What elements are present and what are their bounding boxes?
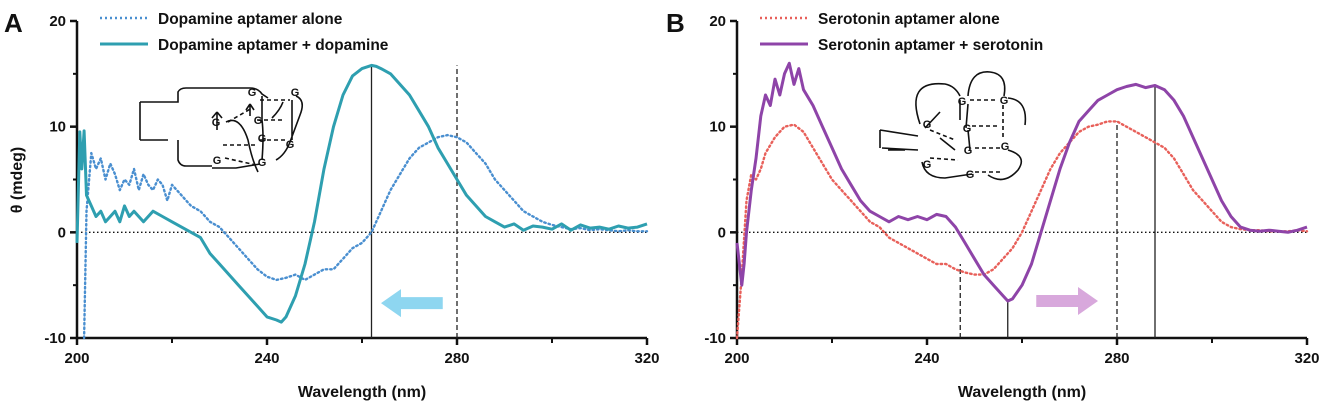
y-tick-label: 10 bbox=[49, 119, 66, 136]
g-nucleotide-label: G bbox=[966, 169, 975, 181]
panel-a-y-ticks: -10 0 10 20 bbox=[44, 13, 77, 347]
panel-a-label: A bbox=[4, 8, 23, 38]
dopamine-aptamer-structure-diagram bbox=[139, 87, 304, 173]
g-nucleotide-label: G bbox=[286, 139, 295, 151]
x-tick-label: 240 bbox=[914, 350, 939, 367]
y-tick-label: 10 bbox=[709, 119, 726, 136]
g-nucleotide-label: G bbox=[248, 87, 257, 99]
series-line-2 bbox=[75, 63, 648, 324]
legend-serotonin-alone: Serotonin aptamer alone bbox=[818, 11, 1000, 28]
series-line-1 bbox=[735, 120, 1309, 340]
panel-b-plot-area bbox=[735, 61, 1309, 340]
x-tick-label: 240 bbox=[254, 350, 279, 367]
x-tick-label: 280 bbox=[444, 350, 469, 367]
x-tick-label: 200 bbox=[724, 350, 749, 367]
g-nucleotide-label: G bbox=[254, 115, 263, 127]
g-nucleotide-label: G bbox=[291, 87, 300, 99]
panel-a-x-axis-label: Wavelength (nm) bbox=[298, 384, 426, 401]
panel-b-y-ticks: -10 0 10 20 bbox=[704, 13, 737, 347]
g-nucleotide-label: G bbox=[258, 157, 267, 169]
y-tick-label: 0 bbox=[718, 224, 726, 241]
g-nucleotide-label: G bbox=[213, 155, 222, 167]
g-nucleotide-label: G bbox=[963, 123, 972, 135]
legend-dopamine-alone: Dopamine aptamer alone bbox=[158, 11, 343, 28]
panel-a-y-axis-label: θ (mdeg) bbox=[9, 147, 26, 213]
g-nucleotide-label: G bbox=[958, 96, 967, 108]
y-tick-label: 20 bbox=[49, 13, 66, 30]
panel-b-x-axis-label: Wavelength (nm) bbox=[958, 384, 1086, 401]
shift-arrow bbox=[1036, 287, 1098, 316]
g-nucleotide-label: G bbox=[212, 117, 221, 129]
y-tick-label: 0 bbox=[58, 224, 66, 241]
y-tick-label: -10 bbox=[44, 330, 66, 347]
g-nucleotide-label: G bbox=[923, 159, 932, 171]
g-nucleotide-label: G bbox=[964, 145, 973, 157]
x-tick-label: 280 bbox=[1104, 350, 1129, 367]
panel-a-plot-area bbox=[75, 63, 649, 340]
shift-arrow bbox=[381, 289, 443, 318]
series-line-1 bbox=[82, 133, 649, 340]
y-tick-label: 20 bbox=[709, 13, 726, 30]
serotonin-aptamer-structure-diagram bbox=[879, 71, 1027, 181]
legend-serotonin-plus: Serotonin aptamer + serotonin bbox=[818, 37, 1043, 54]
panel-b-x-ticks: 200 240 280 320 bbox=[724, 338, 1320, 367]
series-line-2 bbox=[735, 61, 1308, 303]
legend-dopamine-plus: Dopamine aptamer + dopamine bbox=[158, 37, 389, 54]
x-tick-label: 200 bbox=[64, 350, 89, 367]
g-nucleotide-label: G bbox=[1000, 95, 1009, 107]
g-nucleotide-label: G bbox=[923, 119, 932, 131]
g-nucleotide-label: G bbox=[258, 133, 267, 145]
panel-b-legend: Serotonin aptamer alone Serotonin aptame… bbox=[760, 11, 1043, 54]
panel-a-x-ticks: 200 240 280 320 bbox=[64, 338, 660, 367]
panel-b-label: B bbox=[666, 8, 685, 38]
y-tick-label: -10 bbox=[704, 330, 726, 347]
x-tick-label: 320 bbox=[1294, 350, 1319, 367]
x-tick-label: 320 bbox=[634, 350, 659, 367]
panel-a-legend: Dopamine aptamer alone Dopamine aptamer … bbox=[100, 11, 389, 54]
g-nucleotide-label: G bbox=[1001, 141, 1010, 153]
